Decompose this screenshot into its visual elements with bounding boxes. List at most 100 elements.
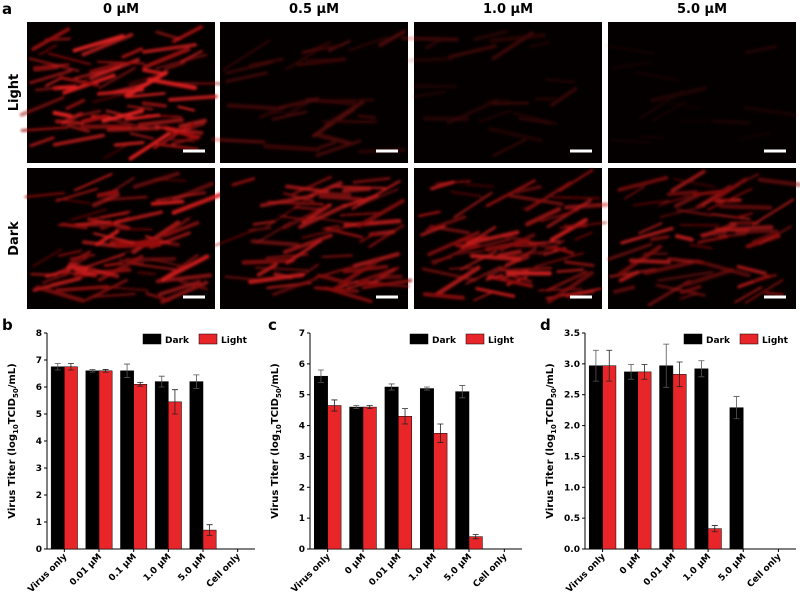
- legend-label: Dark: [432, 336, 457, 346]
- legend-label: Dark: [165, 336, 190, 346]
- bar: [384, 386, 399, 550]
- cell: [529, 41, 550, 48]
- y-tick-label: 0.0: [564, 545, 580, 555]
- cell: [459, 250, 498, 271]
- error-bar: [628, 364, 635, 380]
- cell: [650, 235, 670, 242]
- legend-swatch: [465, 333, 485, 345]
- cell: [332, 258, 380, 292]
- cell: [129, 132, 155, 140]
- cell: [359, 230, 380, 244]
- panel-label: b: [2, 316, 13, 334]
- cell: [478, 109, 513, 123]
- column-header: 0.5 μM: [289, 2, 339, 17]
- cell: [343, 218, 402, 228]
- cell: [117, 242, 162, 249]
- cell: [764, 291, 784, 297]
- y-tick-label: 0: [36, 545, 42, 555]
- error-bar: [472, 534, 479, 540]
- y-axis-label-part: /mL): [7, 363, 18, 388]
- error-bar: [317, 369, 324, 383]
- cell: [757, 177, 800, 187]
- cell: [720, 172, 760, 194]
- cell: [469, 253, 522, 262]
- bar: [398, 416, 413, 550]
- bar: [64, 366, 78, 550]
- cell: [473, 29, 508, 42]
- cell: [298, 203, 347, 230]
- error-bar: [402, 408, 409, 425]
- cell: [100, 211, 129, 219]
- y-axis-label-part: 50: [550, 388, 558, 398]
- cell: [632, 199, 670, 206]
- cell: [55, 284, 110, 293]
- cell: [643, 260, 693, 276]
- bar: [327, 405, 342, 550]
- error-bar: [206, 524, 213, 536]
- legend-swatch: [683, 333, 703, 345]
- cell: [368, 224, 405, 249]
- cell: [425, 215, 467, 232]
- cell: [124, 256, 177, 263]
- cell: [282, 233, 333, 254]
- micrograph: [220, 22, 408, 163]
- cell: [141, 101, 168, 108]
- cell: [33, 66, 59, 72]
- cell: [278, 96, 319, 110]
- bar: [588, 365, 603, 550]
- bar: [659, 365, 674, 550]
- cell: [82, 240, 121, 249]
- cell: [95, 229, 120, 247]
- cell: [29, 69, 73, 85]
- cell: [745, 233, 781, 249]
- y-tick-label: 4: [36, 437, 42, 447]
- cell: [91, 192, 120, 208]
- cell: [54, 119, 84, 126]
- y-axis-label-part: Virus Titer (log: [270, 434, 281, 519]
- cell: [508, 194, 564, 206]
- cell: [127, 74, 160, 85]
- y-axis-label-part: /mL): [545, 363, 556, 388]
- cell: [669, 102, 701, 109]
- bar: [602, 365, 617, 550]
- cell: [518, 117, 552, 125]
- cell: [407, 56, 453, 63]
- cell: [655, 283, 706, 297]
- legend-label: Light: [762, 336, 789, 346]
- bar: [120, 370, 134, 550]
- cell: [525, 207, 562, 227]
- cell: [373, 267, 396, 283]
- cell: [102, 285, 149, 292]
- cell: [19, 95, 65, 117]
- cell: [155, 30, 181, 41]
- cell: [231, 177, 256, 187]
- cell: [743, 106, 799, 117]
- y-tick-label: 3: [299, 452, 305, 462]
- cell: [526, 240, 562, 245]
- cell: [534, 252, 584, 268]
- y-axis-label-part: TCID: [545, 398, 556, 424]
- cell: [55, 256, 88, 275]
- y-tick-label: 0.5: [564, 514, 580, 524]
- cell: [473, 291, 493, 302]
- y-axis-label-part: Virus Titer (log: [7, 434, 18, 519]
- column-header: 1.0 μM: [483, 2, 533, 17]
- y-tick-label: 2.5: [564, 391, 580, 401]
- cell: [111, 81, 151, 94]
- y-tick-label: 1: [299, 514, 305, 524]
- cell: [427, 230, 480, 257]
- cell: [70, 208, 107, 221]
- cell: [59, 76, 100, 87]
- panel-label: c: [268, 316, 277, 334]
- cell: [250, 239, 300, 247]
- row-label: Dark: [7, 221, 22, 256]
- cell: [450, 190, 483, 198]
- bar: [133, 384, 148, 550]
- error-bar: [733, 396, 740, 420]
- cell: [92, 92, 128, 103]
- cell: [128, 131, 171, 161]
- error-bar: [67, 363, 74, 371]
- cell: [525, 181, 572, 212]
- cell: [103, 261, 124, 268]
- cell: [758, 225, 792, 246]
